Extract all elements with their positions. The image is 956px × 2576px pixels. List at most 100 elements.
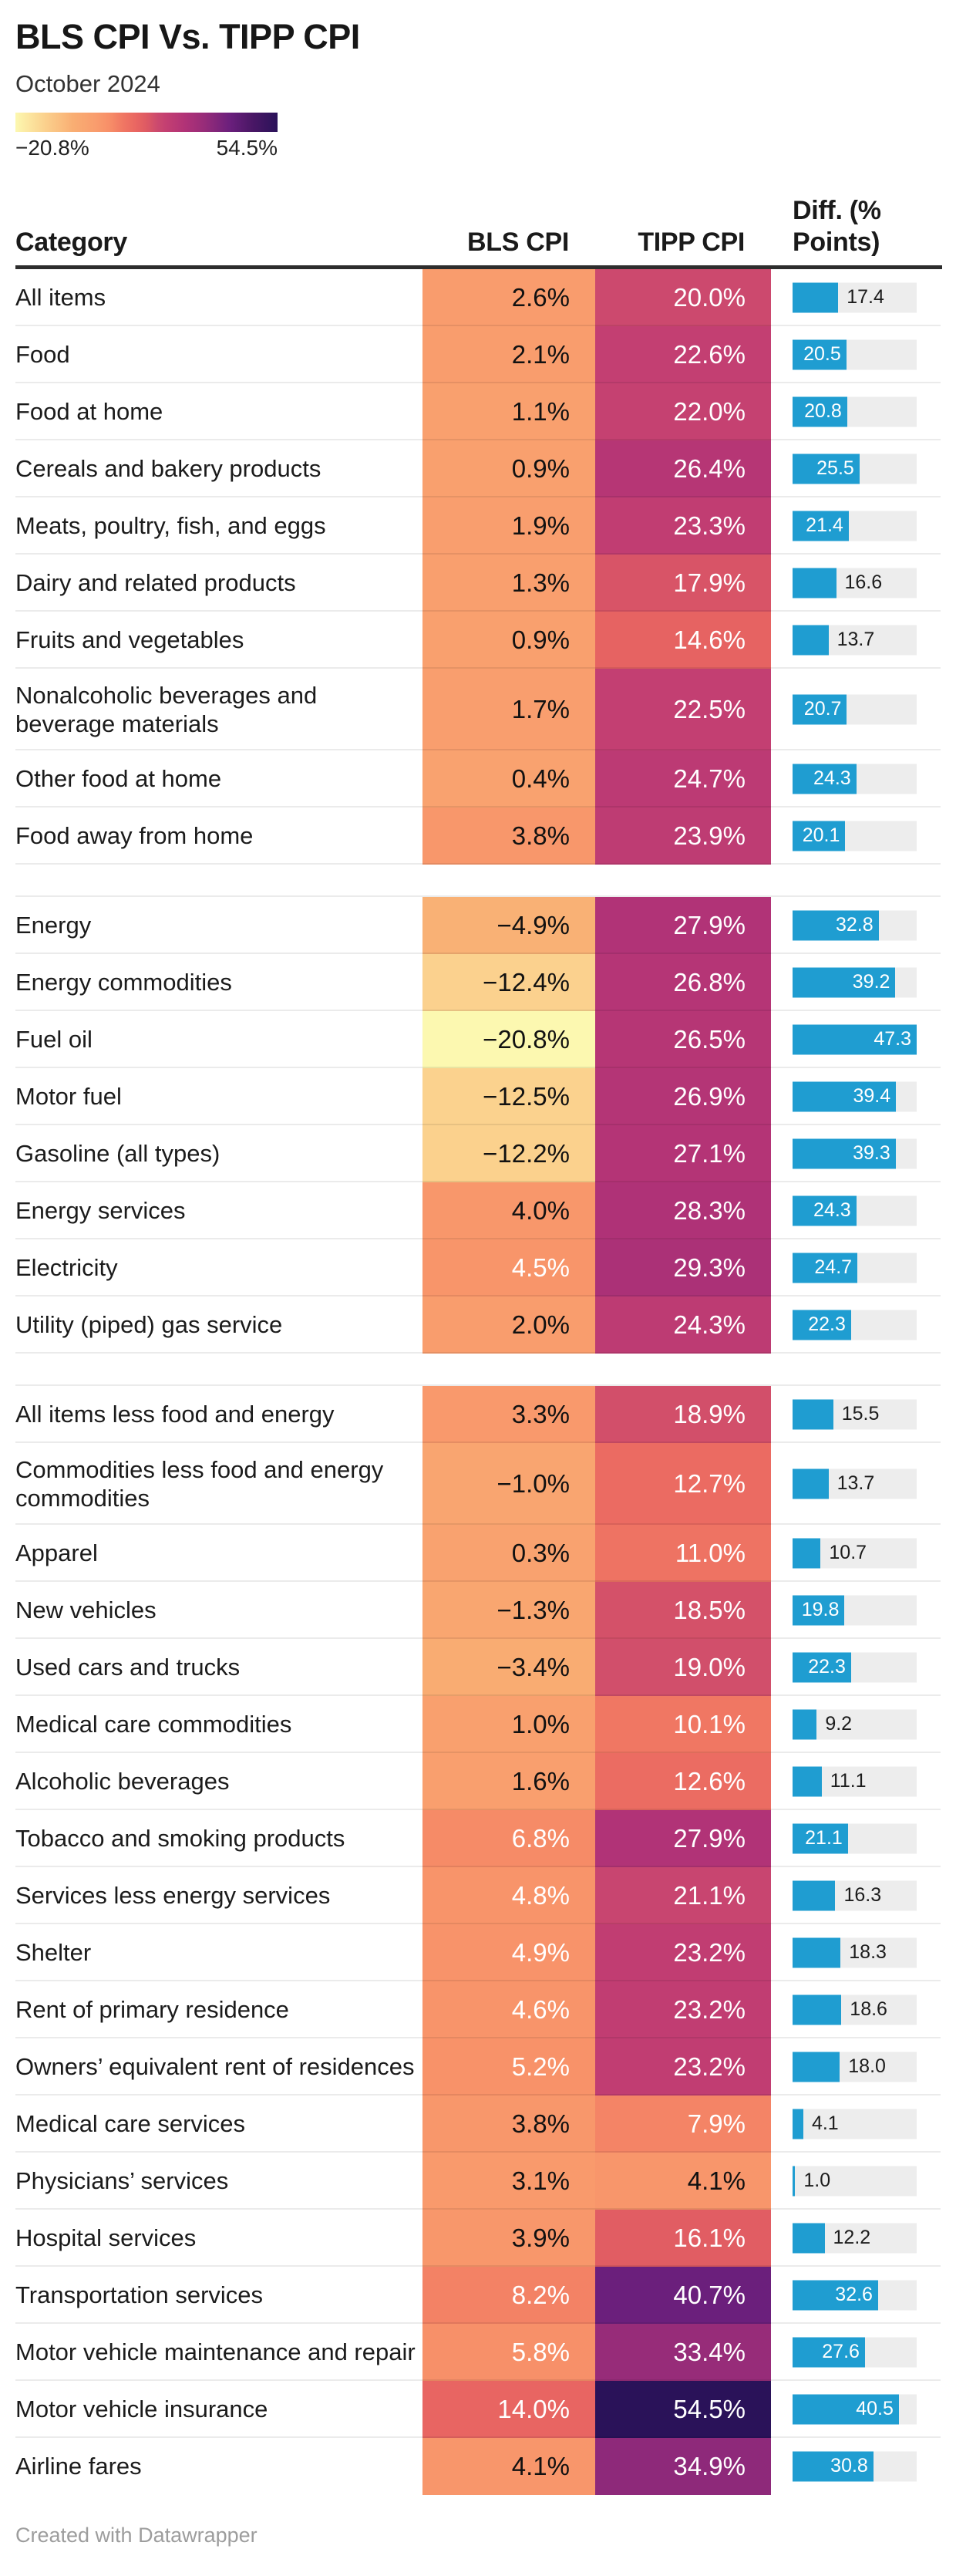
tipp-cpi-cell: 29.3% [595, 1239, 771, 1296]
diff-value-label: 10.7 [829, 1542, 867, 1564]
diff-bar-fill [793, 1709, 817, 1740]
diff-value-label: 19.8 [801, 1599, 840, 1621]
diff-value-label: 18.6 [850, 1998, 887, 2021]
row-separator [15, 2207, 941, 2210]
row-separator [15, 324, 941, 326]
bls-cpi-cell: −20.8% [422, 1010, 595, 1068]
bls-cpi-cell: 1.3% [422, 554, 595, 612]
table-row: Alcoholic beverages 1.6% 12.6% 11.1 [0, 1752, 956, 1810]
diff-bar-fill [793, 1823, 848, 1854]
category-label: All items less food and energy [15, 1401, 335, 1428]
bls-cpi-cell: 0.4% [422, 750, 595, 808]
category-label: Cereals and bakery products [15, 455, 321, 483]
diff-value-label: 16.6 [844, 572, 883, 594]
tipp-cpi-cell: 27.9% [595, 896, 771, 954]
table-row: Meats, poultry, fish, and eggs 1.9% 23.3… [0, 497, 956, 555]
table-row: Utility (piped) gas service 2.0% 24.3% 2… [0, 1296, 956, 1354]
diff-bar-fill [793, 1468, 829, 1499]
diff-bar-track: 20.1 [793, 821, 917, 851]
chart-page: BLS CPI Vs. TIPP CPI October 2024 −20.8%… [0, 17, 956, 2547]
diff-bar-fill [793, 2052, 840, 2082]
diff-bar-fill [793, 1595, 845, 1626]
diff-bar-track: 32.6 [793, 2280, 917, 2311]
diff-bar-track: 1.0 [793, 2166, 917, 2197]
table-row: Food 2.1% 22.6% 20.5 [0, 325, 956, 383]
diff-value-label: 13.7 [836, 629, 875, 651]
table-row: Used cars and trucks −3.4% 19.0% 22.3 [0, 1638, 956, 1696]
diff-bar-cell: 18.6 [793, 1981, 917, 2038]
diff-value-label: 32.8 [835, 914, 874, 936]
category-label: Energy commodities [15, 969, 232, 996]
row-separator [15, 862, 941, 865]
tipp-cpi-cell: 17.9% [595, 554, 771, 612]
table-row: Motor vehicle insurance 14.0% 54.5% 40.5 [0, 2380, 956, 2438]
diff-bar-fill [793, 1994, 842, 2025]
datawrapper-attribution-link[interactable]: Created with Datawrapper [15, 2523, 258, 2547]
column-header-bls-cpi: BLS CPI [466, 227, 569, 257]
color-scale-min-label: −20.8% [15, 136, 89, 160]
row-separator [15, 1808, 941, 1810]
bls-cpi-cell: −12.4% [422, 953, 595, 1011]
table-row: Physicians’ services 3.1% 4.1% 1.0 [0, 2152, 956, 2210]
diff-value-label: 16.3 [843, 1884, 882, 1907]
bls-cpi-cell: −4.9% [422, 896, 595, 954]
color-scale-labels: −20.8% 54.5% [15, 136, 278, 160]
category-label: Utility (piped) gas service [15, 1311, 283, 1339]
diff-bar-fill [793, 2166, 796, 2197]
diff-bar-fill [793, 694, 847, 725]
category-label: Used cars and trucks [15, 1654, 241, 1681]
bls-cpi-cell: −12.5% [422, 1067, 595, 1125]
diff-bar-fill [793, 821, 846, 851]
tipp-cpi-cell: 23.3% [595, 497, 771, 555]
row-separator [15, 1294, 941, 1296]
diff-value-label: 17.4 [847, 286, 884, 309]
column-header-diff: Diff. (% Points) [793, 195, 881, 258]
diff-bar-track: 47.3 [793, 1024, 917, 1055]
category-label: Electricity [15, 1254, 118, 1282]
diff-bar-cell: 17.4 [793, 269, 917, 326]
bls-cpi-cell: 0.9% [422, 611, 595, 669]
row-separator [15, 805, 941, 808]
diff-bar-fill [793, 1310, 851, 1340]
diff-bar-fill [793, 1195, 857, 1226]
diff-bar-cell: 24.3 [793, 750, 917, 808]
tipp-cpi-cell: 26.5% [595, 1010, 771, 1068]
diff-bar-track: 11.1 [793, 1766, 917, 1797]
bls-cpi-cell: 4.8% [422, 1866, 595, 1924]
section-gap [0, 1354, 956, 1386]
diff-bar-track: 24.3 [793, 764, 917, 794]
diff-value-label: 18.3 [849, 1941, 887, 1964]
diff-value-label: 24.7 [814, 1256, 853, 1279]
table-row: Gasoline (all types) −12.2% 27.1% 39.3 [0, 1124, 956, 1182]
category-label: Energy services [15, 1197, 186, 1225]
table-row: Airline fares 4.1% 34.9% 30.8 [0, 2437, 956, 2495]
diff-value-label: 4.1 [811, 2112, 839, 2135]
row-separator [15, 609, 941, 612]
diff-value-label: 22.3 [808, 1313, 846, 1336]
category-label: Food at home [15, 398, 163, 426]
tipp-cpi-cell: 23.2% [595, 1981, 771, 2038]
tipp-cpi-cell: 14.6% [595, 611, 771, 669]
diff-bar-track: 10.7 [793, 1538, 917, 1569]
diff-bar-fill [793, 453, 860, 484]
diff-bar-cell: 10.7 [793, 1525, 917, 1582]
table-row: Nonalcoholic beverages and beverage mate… [0, 668, 956, 750]
diff-bar-track: 16.6 [793, 568, 917, 598]
bls-cpi-cell: 8.2% [422, 2266, 595, 2324]
diff-bar-track: 4.1 [793, 2109, 917, 2139]
diff-bar-fill [793, 1253, 858, 1283]
row-separator [15, 2379, 941, 2381]
bls-cpi-cell: 14.0% [422, 2380, 595, 2438]
color-scale-max-label: 54.5% [216, 136, 278, 160]
diff-bar-cell: 20.5 [793, 326, 917, 383]
diff-value-label: 20.1 [802, 824, 840, 847]
diff-bar-fill [793, 1081, 897, 1112]
row-separator [15, 1351, 941, 1354]
diff-value-label: 20.7 [803, 698, 842, 720]
diff-bar-cell: 21.1 [793, 1810, 917, 1867]
table-row: Medical care commodities 1.0% 10.1% 9.2 [0, 1695, 956, 1753]
row-separator [15, 895, 941, 897]
diff-bar-track: 27.6 [793, 2337, 917, 2368]
table-row: Transportation services 8.2% 40.7% 32.6 [0, 2266, 956, 2324]
column-header-diff-line1: Diff. (% [793, 195, 881, 225]
